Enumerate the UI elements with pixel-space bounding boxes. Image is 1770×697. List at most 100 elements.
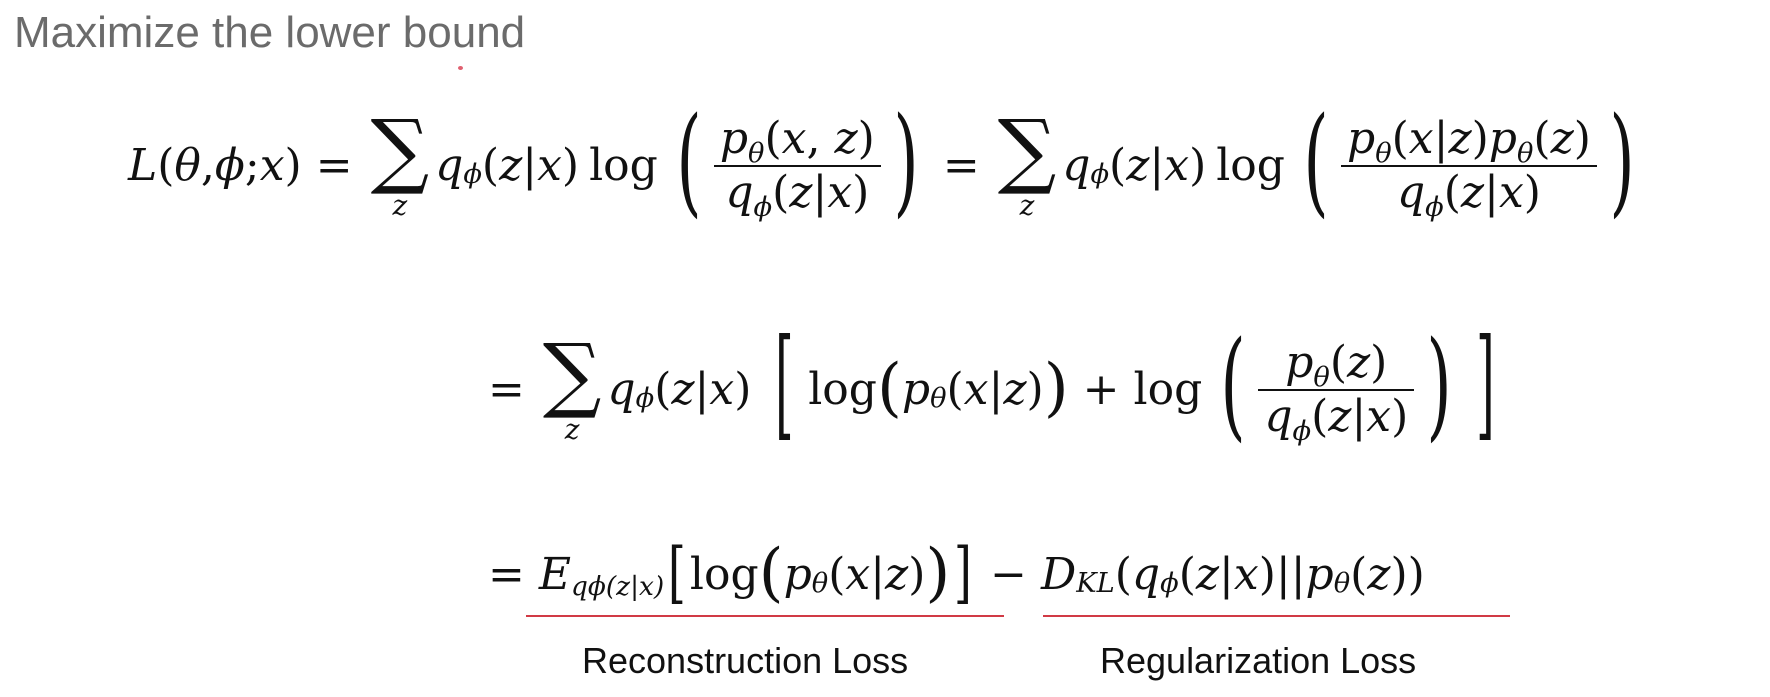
z-symbol: z [671, 364, 695, 415]
fraction-numerator: pθ(z) [1279, 341, 1393, 391]
theta-subscript: θ [1516, 137, 1534, 169]
x-symbol: x [781, 113, 807, 164]
equation-line-2: = ∑ z q ϕ(z | x) [ log(p θ(x | z)) + log ( pθ(… [474, 320, 1509, 460]
given-bar: | [1149, 140, 1165, 191]
comma: , [806, 113, 835, 164]
paren-open: ( [1311, 391, 1329, 442]
z-symbol: z [1126, 140, 1150, 191]
given-bar: | [812, 167, 828, 218]
regularization-loss-label: Regularization Loss [1100, 640, 1417, 681]
summation: ∑ z [998, 110, 1057, 220]
paren-open: ( [764, 113, 782, 164]
fraction: pθ(x|z)pθ(z) qϕ(z|x) [1341, 117, 1597, 221]
paren-open: ( [772, 167, 790, 218]
z-symbol: z [499, 140, 523, 191]
q-symbol: q [725, 167, 754, 218]
z-symbol: z [1367, 549, 1391, 600]
regularization-underline [1043, 615, 1510, 617]
fraction-denominator: qϕ(z|x) [1258, 391, 1414, 445]
paren-close: ) [1370, 337, 1388, 388]
paren-close: ) [1391, 391, 1409, 442]
equals-sign: = [488, 364, 525, 415]
q-symbol: q [1396, 167, 1426, 218]
paren-open: ( [828, 549, 846, 600]
phi-subscript: ϕ [753, 191, 773, 223]
paren-close: ) [852, 167, 870, 218]
paren-open: ( [1109, 140, 1127, 191]
given-bar: | [1219, 549, 1234, 600]
z-symbol: z [834, 113, 858, 164]
paren-open: ( [1443, 167, 1461, 218]
paren-open: ( [1350, 549, 1368, 600]
q-symbol: q [435, 140, 464, 191]
phi-symbol: ϕ [214, 140, 245, 191]
paren-close: ) [1026, 364, 1044, 415]
slide-title: Maximize the lower bound [14, 8, 526, 57]
big-paren-close: ) [893, 91, 919, 229]
log-function: log [1216, 140, 1285, 191]
kl-subscript: KL [1076, 568, 1115, 600]
z-symbol: z [1448, 113, 1472, 164]
paren-close: ) [1573, 113, 1591, 164]
paren-close: ) [925, 536, 951, 610]
paren-open: ( [1533, 113, 1551, 164]
big-paren-open: ( [1303, 91, 1329, 229]
x-symbol: x [827, 167, 853, 218]
given-bar: | [988, 364, 1004, 415]
paren-close: ) [908, 549, 926, 600]
paren-open: ( [1329, 337, 1347, 388]
paren-close: ) [1523, 167, 1541, 218]
expectation-subscript: qϕ(z|x) [571, 570, 665, 602]
log-function: log [1133, 364, 1203, 415]
p-symbol: p [1305, 549, 1334, 600]
given-bar: | [522, 140, 538, 191]
paren-close: ) [1258, 549, 1276, 600]
summation: ∑ z [542, 327, 602, 446]
reconstruction-loss-label: Reconstruction Loss [582, 640, 909, 681]
fraction: pθ(x, z) qϕ(z|x) [713, 117, 881, 221]
reconstruction-underline [526, 615, 1004, 617]
fraction-bar [1341, 165, 1597, 167]
paren-close: ) [1407, 549, 1425, 600]
regularization-term: D KL(q ϕ(z | x) || p θ(z)) [1040, 549, 1425, 600]
q-symbol: q [1131, 549, 1161, 600]
phi-subscript: ϕ [635, 383, 655, 415]
z-symbol: z [1328, 391, 1352, 442]
x-symbol: x [1233, 549, 1259, 600]
equals-sign: = [942, 140, 980, 191]
paren-close: ) [284, 140, 302, 191]
fraction-denominator: qϕ(z|x) [1391, 167, 1547, 221]
big-bracket-open: [ [775, 314, 795, 453]
log-function: log [589, 140, 658, 191]
theta-symbol: θ [174, 140, 201, 191]
q-symbol: q [1264, 391, 1293, 442]
theta-subscript: θ [748, 137, 765, 169]
theta-subscript: θ [811, 568, 829, 600]
bracket-close: ] [954, 534, 973, 611]
paren-open: ( [1114, 549, 1132, 600]
q-symbol: q [1062, 140, 1091, 191]
z-symbol: z [1195, 549, 1220, 600]
summation: ∑ z [371, 110, 430, 220]
equals-sign: = [315, 140, 353, 191]
comma: , [200, 140, 215, 191]
annotation-dot [458, 66, 463, 70]
paren-open: ( [157, 140, 175, 191]
double-bar: || [1275, 549, 1306, 600]
theta-subscript: θ [1333, 568, 1351, 600]
paren-open: ( [758, 536, 784, 610]
given-bar: | [1484, 167, 1499, 218]
phi-subscript: ϕ [463, 159, 482, 191]
z-symbol: z [885, 549, 909, 600]
divergence-symbol: D [1040, 549, 1077, 600]
p-symbol: p [719, 113, 749, 164]
sum-index: z [564, 412, 580, 446]
equation-line-1: L(θ, ϕ; x) = ∑ z q ϕ(z | x) log ( pθ(x, z) … [128, 96, 1645, 236]
sigma-symbol: ∑ [542, 327, 602, 423]
x-symbol: x [537, 140, 562, 191]
fraction-denominator: qϕ(z|x) [719, 167, 875, 221]
big-bracket-close: ] [1476, 314, 1496, 453]
paren-close: ) [1189, 140, 1207, 191]
given-bar: | [1433, 113, 1449, 164]
